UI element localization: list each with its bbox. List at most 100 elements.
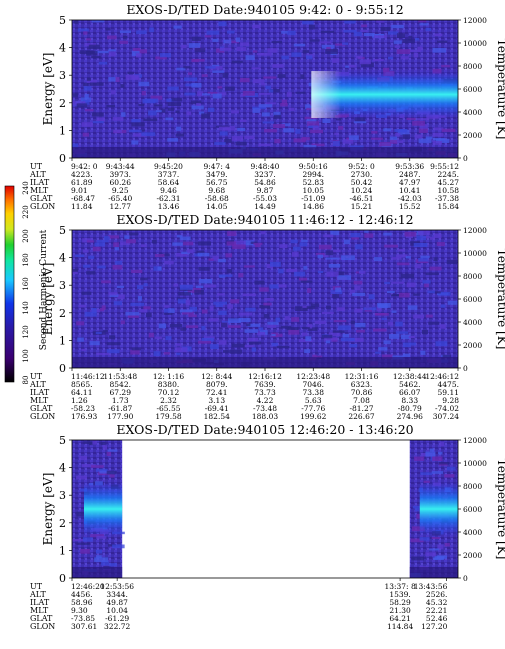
spectrogram-cell: [83, 99, 90, 105]
spectrogram-cell: [252, 108, 260, 113]
y-tick-label: 5: [59, 434, 66, 447]
spectrogram-cell: [167, 138, 179, 142]
spectrogram-cell: [121, 112, 126, 117]
spectrogram-cell: [416, 236, 426, 241]
row-value: -55.03: [253, 194, 277, 203]
spectrogram-cell: [281, 123, 291, 126]
low-energy-band: [72, 566, 123, 578]
spectrogram-cell: [393, 140, 404, 144]
row-value: 10.04: [106, 606, 128, 615]
spectrogram-cell: [199, 278, 213, 284]
row-value: 12:38:44: [393, 372, 427, 381]
spectrogram-cell: [209, 66, 223, 70]
spectrogram-cell: [99, 307, 105, 312]
spectrogram-cell: [427, 290, 435, 294]
spectrogram-cell: [76, 511, 84, 517]
spectrogram-cell: [402, 134, 411, 140]
spectrogram-cell: [88, 255, 95, 259]
spectrogram-cell: [224, 40, 239, 44]
spectrogram-cell: [218, 340, 227, 345]
spectrogram-cell: [106, 349, 120, 354]
spectrogram-cell: [179, 284, 193, 290]
spectrogram-cell: [194, 289, 204, 295]
spectrogram-cell: [418, 20, 427, 23]
spectrogram-cell: [154, 253, 165, 258]
row-value: 70.86: [351, 388, 373, 397]
spectrogram-cell: [430, 236, 435, 240]
spectrogram-cell: [288, 329, 300, 335]
spectrogram-cell: [136, 30, 147, 35]
spectrogram-cell: [381, 354, 393, 359]
spectrogram-cell: [338, 125, 344, 130]
spectrogram-cell: [72, 143, 79, 148]
spectrogram-cell: [272, 64, 284, 68]
row-value: 45.27: [438, 178, 460, 187]
spectrogram-cell: [219, 131, 228, 136]
spectrogram-cell: [153, 266, 162, 271]
y-tick-label: 3: [59, 279, 66, 292]
spectrogram-cell: [390, 139, 398, 144]
spectrogram-cell: [101, 280, 111, 284]
row-value: 58.64: [158, 178, 180, 187]
spectrogram-cell: [250, 241, 258, 244]
spectrogram-cell: [425, 272, 439, 276]
spectrogram-cell: [108, 235, 119, 239]
spectrogram-cell: [178, 291, 191, 296]
spectrogram-cell: [126, 239, 136, 244]
spectrogram-cell: [410, 538, 424, 543]
spectrogram-cell: [335, 287, 342, 292]
row-label: ILAT: [30, 598, 50, 607]
spectrogram-cell: [290, 239, 298, 244]
spectrogram-cell: [336, 118, 342, 121]
spectrogram-cell: [322, 118, 331, 124]
spectrogram-cell: [135, 53, 142, 58]
spectrogram-cell: [306, 121, 320, 126]
spectrogram-cell: [247, 337, 259, 342]
spectrogram-cell: [191, 36, 201, 41]
ion-heating-burst: [419, 481, 458, 537]
spectrogram-cell: [196, 103, 201, 106]
spectrogram-cell: [139, 49, 147, 54]
spectrogram-cell: [218, 21, 227, 27]
colorbar-tick-label: 180: [22, 253, 30, 266]
spectrogram-cell: [83, 82, 89, 86]
colorbar-tick-label: 100: [22, 349, 30, 362]
row-value: 4223.: [71, 170, 92, 179]
spectrogram-cell: [389, 136, 398, 141]
spectrogram-cell: [222, 350, 230, 353]
spectrogram-cell: [201, 309, 208, 314]
spectrogram-cell: [293, 43, 306, 47]
spectrogram-cell: [425, 314, 433, 318]
spectrogram-cell: [125, 74, 140, 80]
spectrogram-cell: [106, 451, 112, 457]
spectrogram-cell: [286, 268, 298, 273]
spectrogram-cell: [302, 20, 314, 25]
spectrogram-cell: [227, 304, 234, 309]
spectrogram-cell: [127, 315, 139, 318]
row-value: 7046.: [303, 380, 324, 389]
spectrogram-cell: [298, 277, 308, 281]
spectrogram-cell: [163, 305, 170, 308]
spectrogram-cell: [255, 244, 261, 248]
spectrogram-cell: [252, 50, 258, 53]
spectrogram-cell: [354, 117, 366, 122]
spectrogram-cell: [96, 468, 108, 472]
spectrogram-cell: [201, 337, 214, 342]
spectrogram-cell: [278, 284, 287, 288]
spectrogram-cell: [414, 134, 423, 139]
spectrogram-cell: [120, 241, 131, 246]
y-tick-label: 2: [59, 307, 66, 320]
spectrogram-cell: [251, 67, 261, 70]
row-value: 8.33: [401, 396, 418, 405]
spectrogram-cell: [438, 451, 443, 455]
spectrogram-cell: [311, 143, 325, 147]
spectrogram-cell: [130, 349, 140, 355]
spectrogram-cell: [213, 301, 228, 305]
spectrogram-cell: [433, 557, 444, 561]
spectrogram-cell: [411, 526, 425, 532]
spectrogram-cell: [132, 47, 141, 52]
row-value: 9.46: [160, 186, 177, 195]
spectrogram-cell: [83, 30, 88, 35]
spectrogram-cell: [201, 93, 211, 96]
spectrogram-cell: [96, 240, 109, 243]
